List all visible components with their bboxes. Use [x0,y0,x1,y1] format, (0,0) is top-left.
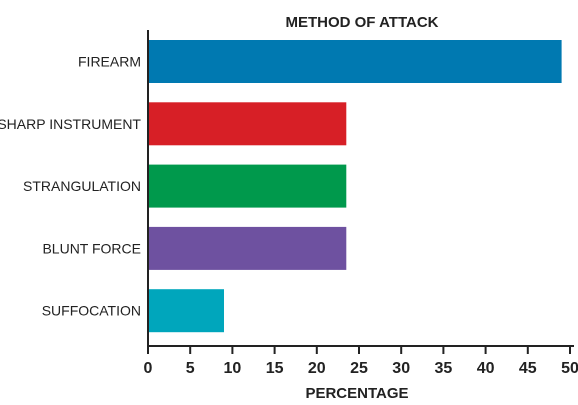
bar-blunt-force [149,226,347,270]
category-label: FIREARM [78,54,141,70]
bar-suffocation [149,289,224,333]
x-tick-label: 35 [435,360,453,377]
x-tick-label: 30 [392,360,410,377]
bars [149,40,562,333]
chart-title: METHOD OF ATTACK [285,14,438,31]
x-tick-label: 45 [519,360,537,377]
x-tick-label: 50 [561,360,578,377]
x-tick-label: 20 [308,360,326,377]
x-tick-label: 0 [144,360,153,377]
bar-firearm [149,40,562,83]
category-label: SUFFOCATION [42,303,141,319]
category-label: BLUNT FORCE [42,240,141,256]
x-tick-label: 10 [224,360,242,377]
x-tick-label: 15 [266,360,284,377]
bar-strangulation [149,164,347,208]
category-label: STRANGULATION [23,178,141,194]
x-tick-label: 5 [186,360,195,377]
x-tick-label: 25 [350,360,368,377]
x-axis-ticks [147,346,571,354]
category-labels: FIREARM SHARP INSTRUMENT STRANGULATION BLUN… [0,54,141,319]
x-tick-label: 40 [477,360,495,377]
bar-sharp-instrument [149,102,347,146]
x-axis-tick-labels: 0 5 10 15 20 25 30 35 40 45 50 [144,360,578,377]
category-label: SHARP INSTRUMENT [0,116,141,132]
x-axis-label: PERCENTAGE [305,385,408,402]
